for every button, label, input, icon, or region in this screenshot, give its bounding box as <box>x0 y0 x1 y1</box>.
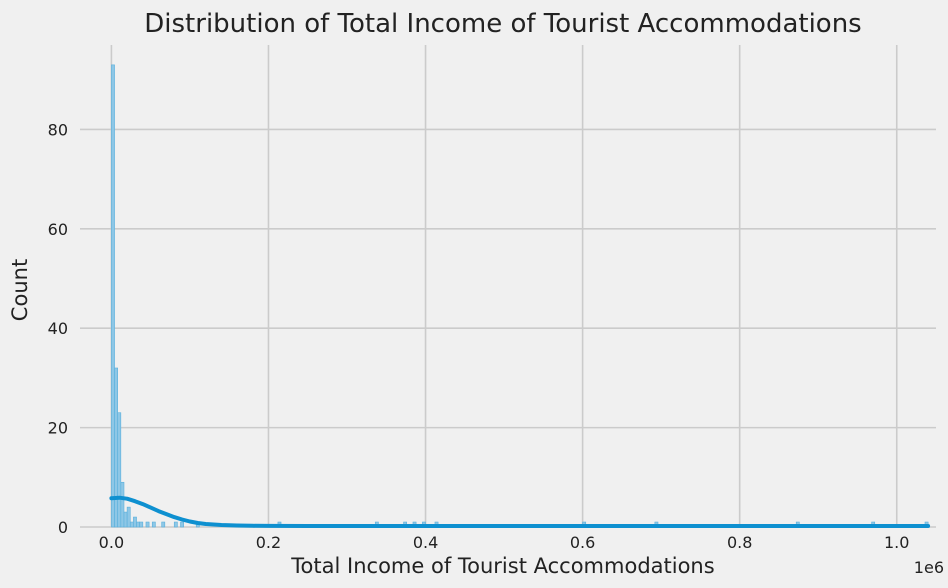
x-tick-label: 1.0 <box>884 533 909 552</box>
histogram-bar <box>151 521 156 528</box>
histogram-bar <box>133 516 137 528</box>
x-tick-label: 0.0 <box>99 533 124 552</box>
histogram-bar <box>139 521 144 528</box>
x-scale-note: 1e6 <box>914 558 944 577</box>
y-tick-label: 20 <box>48 419 68 438</box>
y-tick-label: 0 <box>58 518 68 537</box>
histogram-bar <box>161 521 166 528</box>
y-tick-label: 60 <box>48 220 68 239</box>
x-tick-labels: 0.0 0.2 0.4 0.6 0.8 1.0 <box>99 533 910 552</box>
x-tick-label: 0.8 <box>727 533 752 552</box>
x-tick-label: 0.2 <box>256 533 281 552</box>
histogram-bar <box>111 64 115 528</box>
histogram-bar <box>136 521 140 528</box>
histogram-bar <box>123 511 128 528</box>
histogram-bar <box>114 367 118 528</box>
histogram-bar <box>117 412 122 528</box>
histogram-bars <box>111 64 929 528</box>
histogram-bar <box>129 521 134 528</box>
y-tick-labels: 0 20 40 60 80 <box>48 120 68 537</box>
x-tick-label: 0.4 <box>413 533 438 552</box>
x-tick-label: 0.6 <box>570 533 595 552</box>
y-tick-label: 80 <box>48 120 68 139</box>
y-axis-label: Count <box>8 259 32 321</box>
chart-title: Distribution of Total Income of Tourist … <box>144 9 861 39</box>
histogram-bar <box>126 506 131 528</box>
y-tick-label: 40 <box>48 319 68 338</box>
histogram-bar <box>180 521 184 528</box>
histogram-bar <box>145 521 150 528</box>
histogram-bar <box>120 481 125 528</box>
kde-curve <box>109 495 931 528</box>
grid-lines <box>80 45 936 528</box>
x-axis-label: Total Income of Tourist Accommodations <box>290 554 714 578</box>
histogram-bar <box>173 521 178 528</box>
